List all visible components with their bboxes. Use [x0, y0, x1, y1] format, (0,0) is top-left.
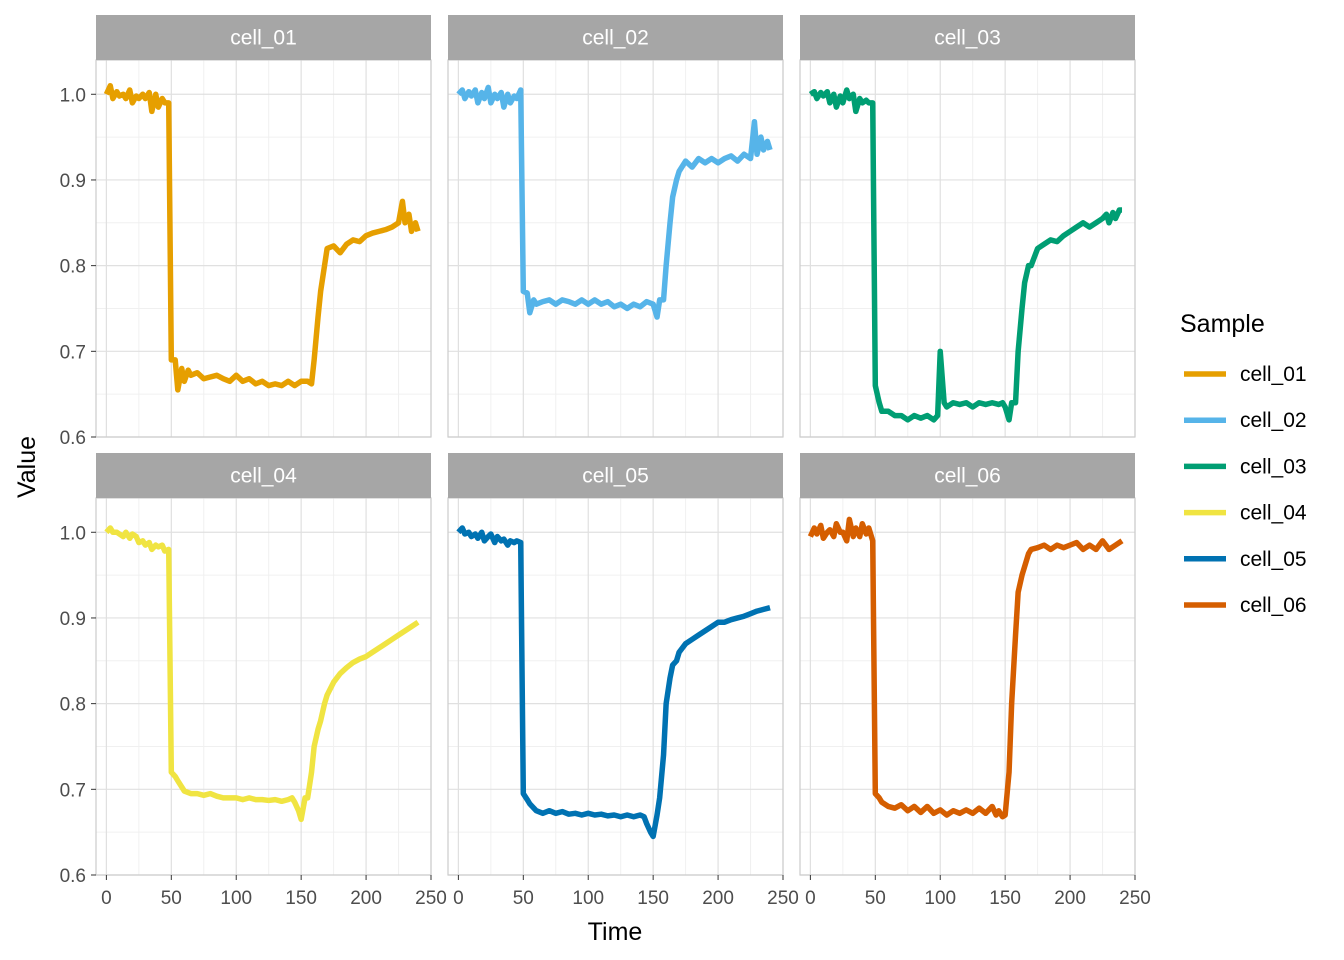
- x-tick-label: 100: [572, 888, 604, 909]
- x-tick-label: 150: [285, 888, 317, 909]
- x-tick-label: 150: [989, 888, 1021, 909]
- facet-strip-label: cell_04: [230, 465, 297, 488]
- minor-gridlines: [448, 498, 783, 875]
- facet-panel-cell_06: cell_06: [799, 453, 1136, 876]
- x-tick-label: 50: [865, 888, 886, 909]
- facet-panel-cell_05: cell_05: [447, 453, 784, 876]
- x-axis-title: Time: [588, 918, 643, 946]
- y-tick-label: 0.8: [60, 695, 86, 716]
- facet-strip: [448, 15, 783, 60]
- legend-label: cell_06: [1240, 594, 1307, 617]
- legend-label: cell_05: [1240, 548, 1307, 571]
- series-line-cell_06: [807, 516, 1124, 820]
- legend: Sample cell_01cell_02cell_03cell_04cell_…: [1180, 310, 1307, 617]
- x-tick-label: 200: [1054, 888, 1086, 909]
- minor-gridlines: [96, 60, 431, 437]
- x-tick-label: 250: [415, 888, 447, 909]
- x-tick-label: 200: [702, 888, 734, 909]
- x-tick-label: 100: [924, 888, 956, 909]
- legend-items: cell_01 cell_02 cell_03 cell_04 cell_05 cell_…: [1184, 363, 1307, 617]
- series-line-cell_01: [103, 82, 421, 393]
- legend-label: cell_01: [1240, 363, 1307, 386]
- facet-panel-cell_04: cell_04: [95, 453, 432, 876]
- series-line-cell_02: [456, 84, 773, 320]
- y-tick-label: 1.0: [60, 523, 86, 544]
- legend-label: cell_02: [1240, 409, 1307, 432]
- panel-background: [448, 60, 783, 437]
- facet-panels: cell_01 cell_02 cell_03 cell_04 cell_05 cell_…: [95, 15, 1136, 876]
- panel-background: [96, 498, 431, 875]
- facet-strip: [96, 453, 431, 498]
- y-tick-label: 0.7: [60, 780, 86, 801]
- panel-background: [800, 60, 1135, 437]
- facet-strip-label: cell_06: [934, 465, 1001, 488]
- x-tick-label: 150: [637, 888, 669, 909]
- y-tick-label: 0.8: [60, 257, 86, 278]
- series-line-cell_05: [456, 525, 771, 840]
- x-tick-label: 250: [767, 888, 799, 909]
- legend-item-cell_05: cell_05: [1184, 548, 1307, 571]
- x-tick-label: 0: [101, 888, 112, 909]
- x-tick-label: 50: [513, 888, 534, 909]
- facet-panel-cell_02: cell_02: [447, 15, 784, 438]
- facet-panel-cell_01: cell_01: [95, 15, 432, 438]
- x-tick-label: 0: [805, 888, 816, 909]
- legend-item-cell_06: cell_06: [1184, 594, 1307, 617]
- y-tick-label: 0.7: [60, 342, 86, 363]
- x-axis-tick-labels: 0 50 100 150 200 250 0 50 100 150 200 250 0 50 100 150 2…: [101, 875, 1151, 909]
- facet-strip-label: cell_05: [582, 465, 649, 488]
- y-axis-title: Value: [13, 436, 41, 498]
- series-line-cell_04: [104, 525, 420, 823]
- minor-gridlines: [96, 498, 431, 875]
- legend-label: cell_04: [1240, 502, 1307, 525]
- legend-label: cell_03: [1240, 455, 1307, 478]
- x-tick-label: 250: [1119, 888, 1151, 909]
- y-tick-label: 0.6: [60, 866, 86, 887]
- legend-item-cell_01: cell_01: [1184, 363, 1307, 386]
- legend-item-cell_02: cell_02: [1184, 409, 1307, 432]
- legend-item-cell_04: cell_04: [1184, 502, 1307, 525]
- panel-background: [96, 60, 431, 437]
- facet-strip: [96, 15, 431, 60]
- y-tick-label: 0.9: [60, 171, 86, 192]
- x-tick-label: 100: [220, 888, 252, 909]
- panel-background: [448, 498, 783, 875]
- facet-strip-label: cell_03: [934, 27, 1001, 50]
- y-tick-label: 0.9: [60, 609, 86, 630]
- panel-background: [800, 498, 1135, 875]
- y-tick-label: 0.6: [60, 428, 86, 449]
- x-tick-label: 0: [453, 888, 464, 909]
- legend-title: Sample: [1180, 310, 1265, 338]
- y-tick-label: 1.0: [60, 85, 86, 106]
- facet-strip: [800, 453, 1135, 498]
- facet-strip-label: cell_01: [230, 27, 297, 50]
- facet-strip: [800, 15, 1135, 60]
- legend-item-cell_03: cell_03: [1184, 455, 1307, 478]
- facet-panel-cell_03: cell_03: [799, 15, 1136, 438]
- minor-gridlines: [800, 60, 1135, 437]
- y-axis-tick-labels: 0.6 0.7 0.8 0.9 1.0 0.6 0.7 0.8 0.9 1.0: [60, 85, 96, 887]
- series-line-cell_03: [808, 87, 1123, 423]
- facet-strip: [448, 453, 783, 498]
- x-tick-label: 200: [350, 888, 382, 909]
- x-tick-label: 50: [161, 888, 182, 909]
- facet-strip-label: cell_02: [582, 27, 649, 50]
